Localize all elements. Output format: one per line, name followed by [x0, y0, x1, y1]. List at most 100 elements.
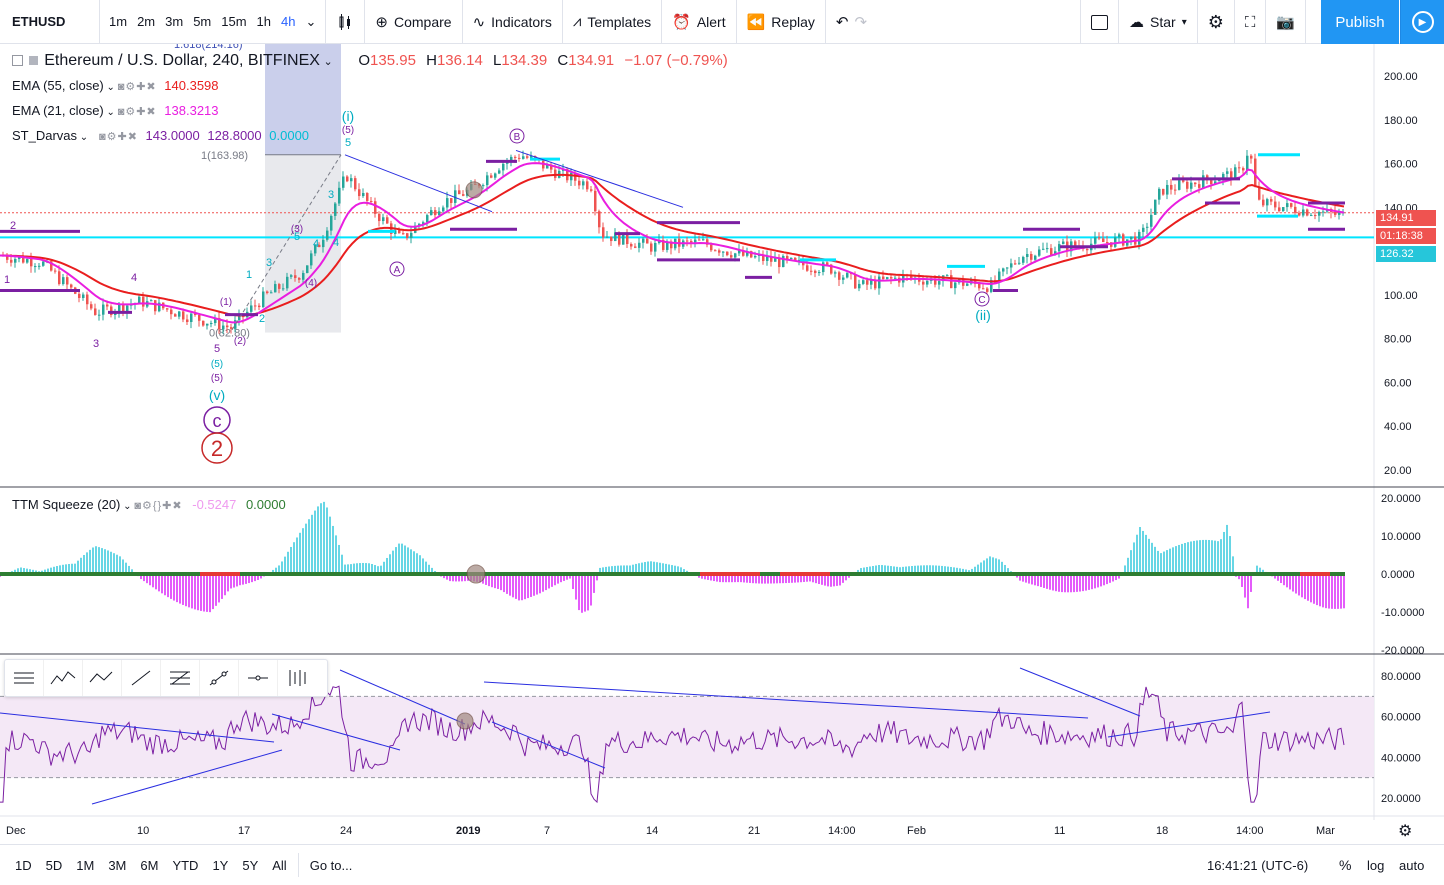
- indicators-icon: ∿: [472, 13, 486, 31]
- trend-line-icon[interactable]: [122, 660, 161, 696]
- bars-pattern-icon[interactable]: [278, 660, 317, 696]
- candle-body: [1266, 199, 1269, 206]
- interval-selector: 1m 2m 3m 5m 15m 1h 4h ⌄: [100, 0, 327, 44]
- compare-button[interactable]: ⊕ Compare: [365, 0, 463, 44]
- undo-icon[interactable]: ↶: [835, 13, 849, 31]
- candle-body: [178, 311, 181, 317]
- fib-icon[interactable]: [161, 660, 200, 696]
- interval-1m[interactable]: 1m: [109, 14, 128, 29]
- candle-body: [106, 304, 109, 307]
- candle-body: [854, 274, 857, 289]
- candle-body: [962, 279, 965, 286]
- fullscreen-button[interactable]: ⛶: [1235, 0, 1267, 44]
- ohlc-readout: O135.95 H136.14 L134.39 C134.91 −1.07 (−…: [358, 52, 728, 69]
- replay-button[interactable]: ⏪ Replay: [737, 0, 826, 44]
- elliott-correction-icon[interactable]: [83, 660, 122, 696]
- range-ytd[interactable]: YTD: [172, 857, 199, 873]
- range-3m[interactable]: 3M: [108, 857, 127, 873]
- ema55-legend[interactable]: EMA (55, close) ⌄ ◙⚙✚✖ 140.3598: [12, 78, 219, 93]
- candle-body: [1290, 203, 1293, 207]
- candle-body: [782, 255, 785, 268]
- candle-body: [514, 156, 517, 158]
- candle-body: [638, 242, 641, 248]
- candle-body: [894, 277, 897, 279]
- range-1d[interactable]: 1D: [15, 857, 32, 873]
- horizontal-line-icon[interactable]: [239, 660, 278, 696]
- clock[interactable]: 16:41:21 (UTC-6): [1207, 857, 1309, 873]
- candle-body: [1158, 188, 1161, 200]
- chevron-down-icon: ▾: [1181, 16, 1187, 28]
- range-1y[interactable]: 1Y: [212, 857, 229, 873]
- candle-body: [890, 277, 893, 279]
- darvas-legend[interactable]: ST_Darvas ⌄ ◙⚙✚✖ 143.0000 128.8000 0.000…: [12, 128, 310, 143]
- candle-body: [1302, 209, 1305, 216]
- candle-body: [1198, 184, 1201, 188]
- collapse-icon[interactable]: [12, 55, 23, 66]
- candle-body: [618, 232, 621, 245]
- wave-label-i: (i): [342, 108, 354, 124]
- log-toggle[interactable]: log: [1367, 857, 1385, 873]
- legend-tools-icon[interactable]: ◙⚙✚✖: [98, 131, 138, 143]
- candle-body: [622, 232, 625, 245]
- interval-5m[interactable]: 5m: [193, 14, 212, 29]
- auto-toggle[interactable]: auto: [1399, 857, 1425, 873]
- chart-type-button[interactable]: [326, 0, 366, 44]
- fullscreen-select-button[interactable]: [1080, 0, 1119, 44]
- candle-body: [66, 277, 69, 285]
- range-all[interactable]: All: [272, 857, 287, 873]
- interval-1h[interactable]: 1h: [256, 14, 272, 29]
- candle-body: [694, 239, 697, 243]
- toolbar-handle-icon[interactable]: [5, 660, 44, 696]
- chevron-down-icon[interactable]: ⌄: [323, 56, 333, 68]
- goto-button[interactable]: Go to...: [309, 857, 353, 873]
- candle-body: [634, 246, 637, 248]
- ray-icon[interactable]: [200, 660, 239, 696]
- settings-button[interactable]: ⚙: [1198, 0, 1235, 44]
- legend-tools-icon[interactable]: ◙⚙✚✖: [117, 81, 157, 93]
- range-1m[interactable]: 1M: [76, 857, 95, 873]
- ttm-legend[interactable]: TTM Squeeze (20) ⌄ ◙⚙{}✚✖ -0.5247 0.0000: [12, 497, 286, 512]
- fib-label: 1(163.98): [201, 150, 248, 162]
- range-5d[interactable]: 5D: [45, 857, 63, 873]
- templates-button[interactable]: ⩘ Templates: [563, 0, 663, 44]
- interval-3m[interactable]: 3m: [165, 14, 184, 29]
- ttm-axis-label: 10.0000: [1381, 531, 1421, 543]
- publish-button[interactable]: Publish: [1321, 0, 1399, 44]
- candle-body: [1042, 248, 1045, 250]
- wave-label: 2: [259, 313, 265, 325]
- candle-body: [986, 288, 989, 292]
- star-button[interactable]: ☁ Star ▾: [1119, 0, 1198, 44]
- chevron-down-icon: ⌄: [120, 501, 135, 512]
- candle-body: [826, 262, 829, 265]
- interval-2m[interactable]: 2m: [137, 14, 156, 29]
- ema21-legend[interactable]: EMA (21, close) ⌄ ◙⚙✚✖ 138.3213: [12, 103, 219, 118]
- interval-15m[interactable]: 15m: [221, 14, 247, 29]
- percent-toggle[interactable]: %: [1339, 857, 1352, 873]
- range-5y[interactable]: 5Y: [242, 857, 259, 873]
- snapshot-button[interactable]: 📷: [1266, 0, 1307, 44]
- redo-icon[interactable]: ↷: [854, 13, 868, 31]
- candle-body: [138, 296, 141, 304]
- candle-body: [446, 198, 449, 208]
- candle-body: [342, 176, 345, 188]
- elliott-impulse-icon[interactable]: [44, 660, 83, 696]
- interval-dropdown-icon[interactable]: ⌄: [305, 13, 317, 29]
- indicators-button[interactable]: ∿ Indicators: [463, 0, 563, 44]
- chart-canvas[interactable]: 200.00 180.00 160.00 1 40.00 1 20.00 100.00 80.0…: [0, 44, 1444, 844]
- candle-body: [578, 180, 581, 186]
- candle-body: [442, 207, 445, 212]
- legend-tools-icon[interactable]: ◙⚙✚✖: [117, 106, 157, 118]
- candle-body: [1054, 251, 1057, 256]
- interval-4h[interactable]: 4h: [281, 14, 296, 29]
- candle-body: [14, 258, 17, 263]
- candle-body: [714, 250, 717, 252]
- publish-menu-button[interactable]: ▶: [1400, 0, 1444, 44]
- alert-button[interactable]: ⏰ Alert: [662, 0, 737, 44]
- legend-tools-icon[interactable]: ◙⚙{}✚✖: [134, 500, 183, 512]
- symbol-search[interactable]: ETHUSD: [0, 0, 100, 44]
- range-6m[interactable]: 6M: [140, 857, 159, 873]
- candle-body: [1286, 203, 1289, 208]
- candle-body: [430, 210, 433, 216]
- time-axis-label: 21: [748, 825, 760, 837]
- candle-body: [58, 271, 61, 285]
